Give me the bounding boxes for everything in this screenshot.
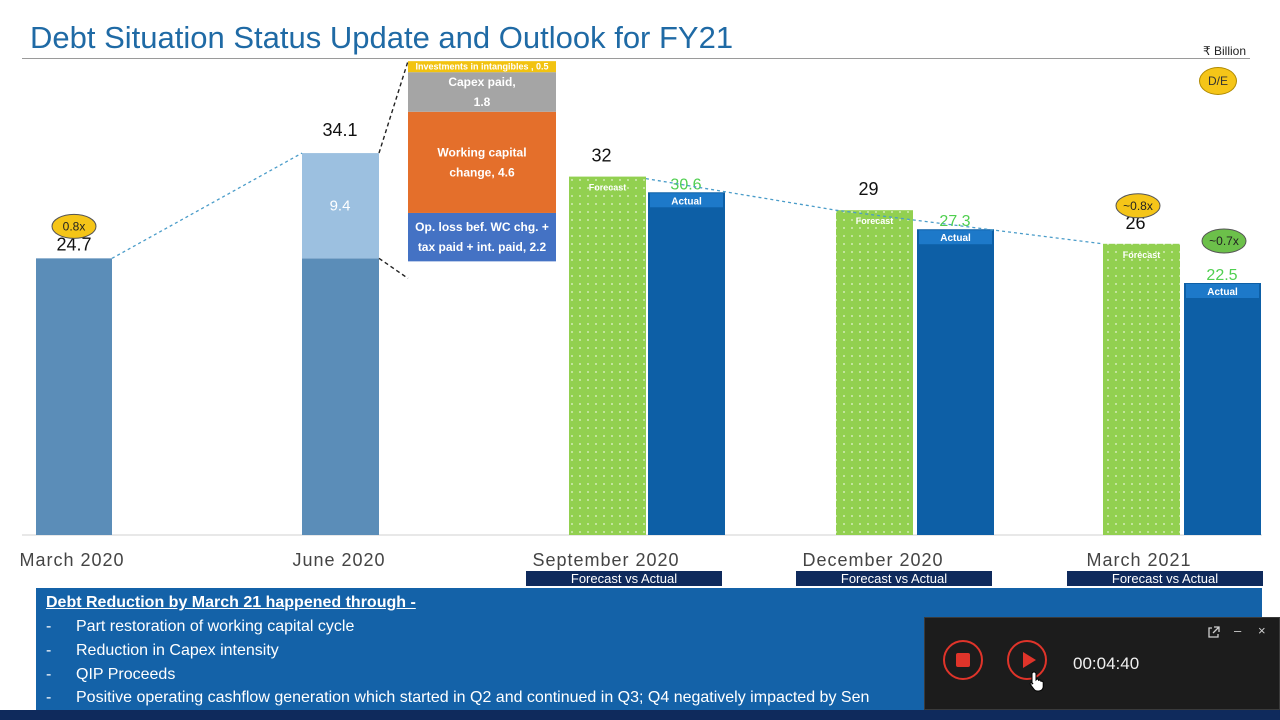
list-item-text: QIP Proceeds <box>76 666 176 683</box>
list-item-text: Reduction in Capex intensity <box>76 642 279 659</box>
elapsed-time: 00:04:40 <box>1073 654 1140 673</box>
breakdown-connector-bottom <box>378 257 409 279</box>
list-item-text: Positive operating cashflow generation w… <box>76 689 870 706</box>
forecast-vs-actual-bar <box>1067 571 1263 586</box>
data-label-forecast-december-2020: 29 <box>858 179 878 199</box>
list-item-text: Part restoration of working capital cycl… <box>76 618 355 635</box>
footer-bar <box>0 710 1280 720</box>
bar-forecast-december-2020 <box>836 210 913 535</box>
bar-actual-december-2020 <box>917 229 994 536</box>
data-label-march-2020: 24.7 <box>56 234 91 254</box>
breakdown-working-capital-label: Working capital <box>437 145 526 159</box>
data-label-june-2020: 34.1 <box>322 120 357 140</box>
data-label-actual-september-2020: 30.6 <box>670 176 701 193</box>
data-label-actual-december-2020: 27.3 <box>939 213 970 230</box>
de-ratio-badge-march-2020-label: 0.8x <box>63 219 86 233</box>
data-label-june-increase: 9.4 <box>330 198 351 215</box>
popout-icon[interactable] <box>1207 626 1220 642</box>
actual-tag-bg-march-2021 <box>1186 284 1259 298</box>
de-ratio-badge-march-2021-forecast <box>1115 193 1161 219</box>
stop-button[interactable] <box>943 640 983 680</box>
de-ratio-badge-march-2021-actual-label: ~0.7x <box>1209 234 1239 248</box>
x-tick-label: June 2020 <box>292 550 385 570</box>
breakdown-intangibles-label: Investments in intangibles , 0.5 <box>415 62 548 72</box>
screen-recorder-widget: – × 00:04:40 <box>924 617 1280 710</box>
mouse-cursor-icon <box>1029 670 1045 697</box>
list-item: - Positive operating cashflow generation … <box>46 689 870 706</box>
close-icon[interactable]: × <box>1258 623 1266 638</box>
breakdown-capex-label: Capex paid, <box>448 75 515 89</box>
breakdown-working-capital <box>408 111 556 213</box>
de-ratio-badge-march-2021-actual <box>1201 228 1247 254</box>
breakdown-capex <box>408 72 556 112</box>
actual-tag-september-2020: Actual <box>671 196 702 207</box>
breakdown-op-loss <box>408 212 556 262</box>
list-item: - QIP Proceeds <box>46 666 176 683</box>
bar-actual-march-2021 <box>1184 283 1261 535</box>
data-label-forecast-september-2020: 32 <box>591 146 611 166</box>
forecast-vs-actual-bar <box>526 571 722 586</box>
forecast-vs-actual-label: Forecast vs Actual <box>1112 571 1218 586</box>
forecast-vs-actual-bar <box>796 571 992 586</box>
breakdown-working-capital-label: change, 4.6 <box>449 165 515 179</box>
unit-label: ₹ Billion <box>1203 44 1246 58</box>
play-icon <box>1022 652 1036 668</box>
bar-forecast-march-2021 <box>1103 243 1180 536</box>
de-legend-badge: D/E <box>1199 67 1237 95</box>
x-tick-label: December 2020 <box>802 550 943 570</box>
x-tick-label: March 2020 <box>19 550 124 570</box>
trend-line-2 <box>645 177 1104 245</box>
breakdown-op-loss-label: tax paid + int. paid, 2.2 <box>418 240 547 254</box>
forecast-tag-march-2021: Forecast <box>1123 250 1161 260</box>
bar-forecast-september-2020 <box>569 176 646 535</box>
forecast-vs-actual-label: Forecast vs Actual <box>571 571 677 586</box>
actual-tag-december-2020: Actual <box>940 233 971 244</box>
data-label-actual-march-2021: 22.5 <box>1206 267 1237 284</box>
bar-june-2020-base <box>302 258 379 535</box>
trend-line-1 <box>111 152 303 259</box>
bar-actual-september-2020 <box>648 192 725 535</box>
forecast-vs-actual-label: Forecast vs Actual <box>841 571 947 586</box>
play-button[interactable] <box>1007 640 1047 680</box>
x-tick-label: March 2021 <box>1086 550 1191 570</box>
forecast-tag-september-2020: Forecast <box>589 183 627 193</box>
de-ratio-badge-march-2021-forecast-label: ~0.8x <box>1123 199 1153 213</box>
slide-title: Debt Situation Status Update and Outlook… <box>30 20 734 55</box>
stop-icon <box>956 653 970 667</box>
actual-tag-march-2021: Actual <box>1207 287 1238 298</box>
minimize-icon[interactable]: – <box>1234 623 1242 638</box>
breakdown-connector-top <box>378 60 409 154</box>
title-divider <box>22 58 1250 59</box>
forecast-tag-december-2020: Forecast <box>856 216 894 226</box>
bar-june-2020-increase <box>302 153 379 259</box>
bar-march-2020 <box>36 258 112 535</box>
breakdown-intangibles <box>408 61 556 73</box>
actual-tag-bg-september-2020 <box>650 193 723 208</box>
debt-chart: 24.70.8x 9.4 34.1 Op. loss bef. WC chg. + ta… <box>19 60 1263 586</box>
actual-tag-bg-december-2020 <box>919 230 992 245</box>
list-item: - Reduction in Capex intensity <box>46 642 279 659</box>
breakdown-capex-label: 1.8 <box>474 95 491 109</box>
breakdown-op-loss-label: Op. loss bef. WC chg. + <box>415 220 549 234</box>
x-tick-label: September 2020 <box>532 550 679 570</box>
de-ratio-badge-march-2020 <box>51 213 97 239</box>
list-item: - Part restoration of working capital cyc… <box>46 618 355 635</box>
commentary-heading: Debt Reduction by March 21 happened thro… <box>46 594 416 611</box>
